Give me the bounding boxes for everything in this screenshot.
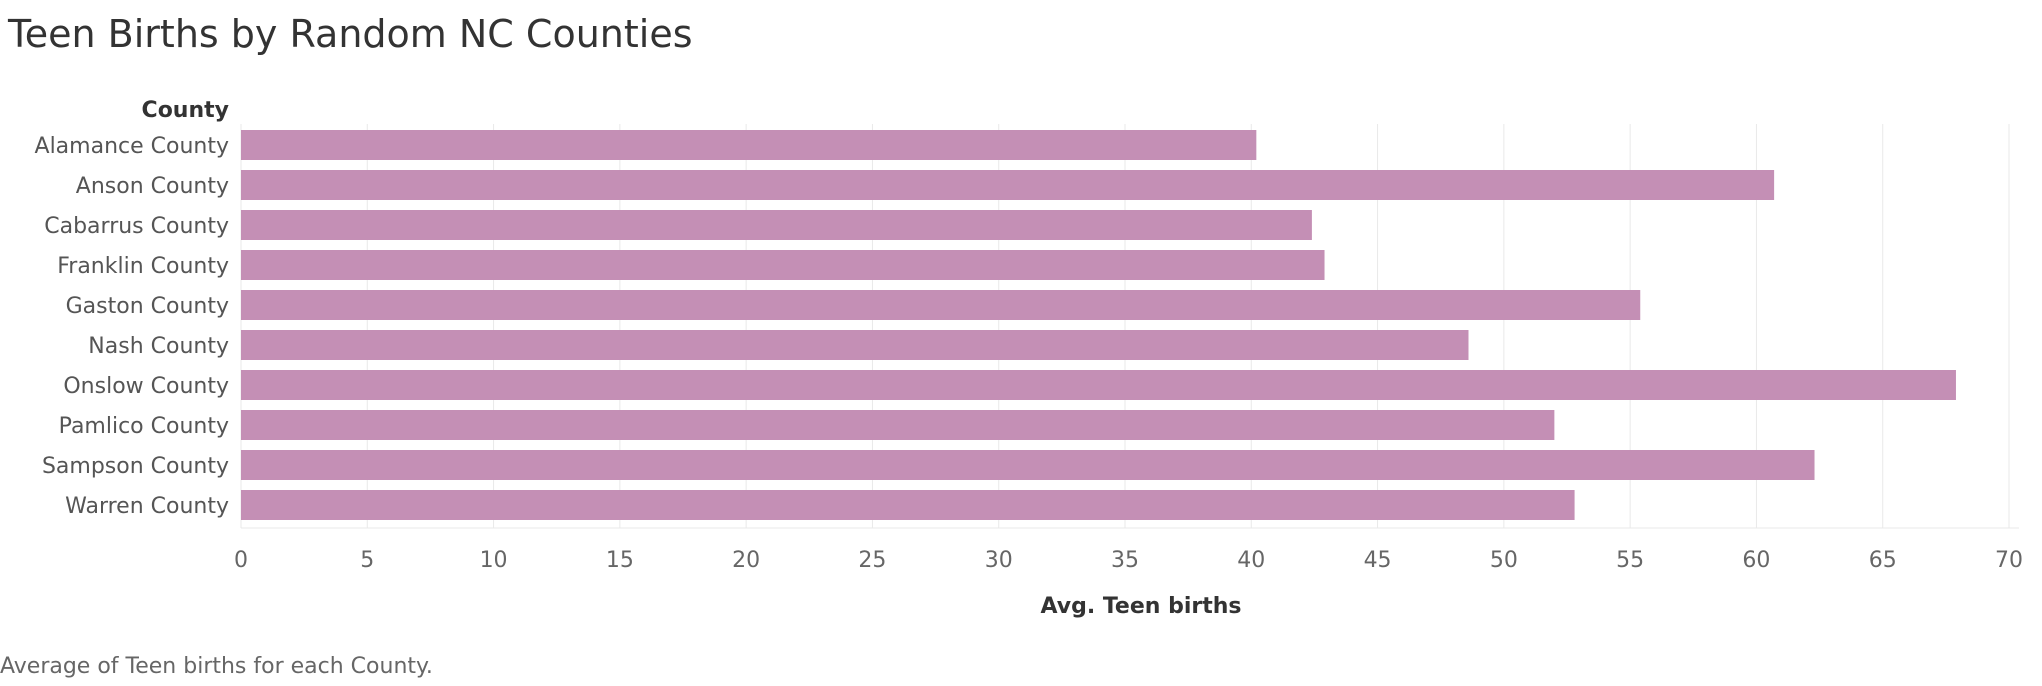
x-tick-label: 10 bbox=[480, 548, 508, 573]
bar[interactable] bbox=[241, 370, 1956, 400]
bar[interactable] bbox=[241, 490, 1575, 520]
x-tick-label: 50 bbox=[1490, 548, 1518, 573]
x-tick-label: 40 bbox=[1237, 548, 1265, 573]
x-tick-labels: 0 5 10 15 20 25 30 35 40 45 50 55 60 65 70 bbox=[234, 548, 2023, 573]
category-label: Onslow County bbox=[63, 374, 229, 399]
x-axis-title: Avg. Teen births bbox=[1040, 594, 1241, 619]
y-axis-title: County bbox=[142, 98, 229, 123]
category-label: Gaston County bbox=[66, 294, 229, 319]
category-label: Pamlico County bbox=[59, 414, 229, 439]
footnote: Average of Teen births for each County. bbox=[0, 654, 433, 679]
bar[interactable] bbox=[241, 330, 1469, 360]
bar[interactable] bbox=[241, 170, 1775, 200]
category-label: Nash County bbox=[88, 334, 229, 359]
category-labels: Alamance County Anson County Cabarrus Coun… bbox=[35, 134, 229, 519]
bar[interactable] bbox=[241, 410, 1555, 440]
category-label: Franklin County bbox=[57, 254, 229, 279]
x-tick-label: 45 bbox=[1364, 548, 1392, 573]
x-tick-label: 15 bbox=[606, 548, 634, 573]
x-tick-label: 70 bbox=[1995, 548, 2023, 573]
bars bbox=[241, 130, 1956, 520]
x-tick-label: 55 bbox=[1616, 548, 1644, 573]
x-tick-label: 0 bbox=[234, 548, 248, 573]
bar[interactable] bbox=[241, 250, 1325, 280]
bar[interactable] bbox=[241, 290, 1641, 320]
category-label: Alamance County bbox=[35, 134, 229, 159]
category-label: Warren County bbox=[65, 494, 229, 519]
x-tick-label: 20 bbox=[732, 548, 760, 573]
bar[interactable] bbox=[241, 130, 1257, 160]
x-tick-label: 60 bbox=[1742, 548, 1770, 573]
x-tick-label: 65 bbox=[1869, 548, 1897, 573]
chart-title: Teen Births by Random NC Counties bbox=[8, 12, 693, 56]
category-label: Anson County bbox=[76, 174, 229, 199]
x-tick-label: 30 bbox=[985, 548, 1013, 573]
category-label: Sampson County bbox=[42, 454, 229, 479]
bar[interactable] bbox=[241, 450, 1815, 480]
category-label: Cabarrus County bbox=[44, 214, 229, 239]
x-tick-label: 25 bbox=[858, 548, 886, 573]
x-tick-label: 35 bbox=[1111, 548, 1139, 573]
bar[interactable] bbox=[241, 210, 1312, 240]
x-tick-label: 5 bbox=[360, 548, 374, 573]
